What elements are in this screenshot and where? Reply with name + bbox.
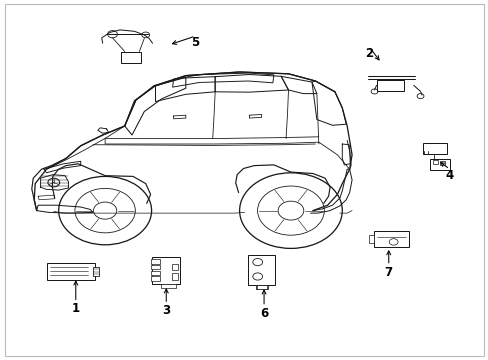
Bar [172,273,178,280]
Text: 4: 4 [445,169,453,182]
Bar [373,231,408,247]
Bar [152,257,180,284]
Bar [121,52,141,63]
Text: 3: 3 [162,304,170,317]
Bar [172,264,178,270]
Bar [151,276,160,281]
Text: 7: 7 [384,266,392,279]
Bar [432,160,437,164]
Bar [439,161,444,165]
Bar [93,267,99,276]
Bar [151,259,160,264]
Bar [423,143,446,154]
Text: 5: 5 [191,36,199,49]
Bar [376,80,403,91]
Bar [248,255,274,285]
Bar [255,285,267,289]
Bar [368,235,373,243]
Bar [47,263,95,280]
Text: 1: 1 [72,302,80,315]
Text: 6: 6 [260,307,267,320]
Bar [151,271,160,275]
Bar [161,284,176,288]
Bar [151,265,160,269]
Text: 2: 2 [365,47,372,60]
Bar [429,159,449,170]
